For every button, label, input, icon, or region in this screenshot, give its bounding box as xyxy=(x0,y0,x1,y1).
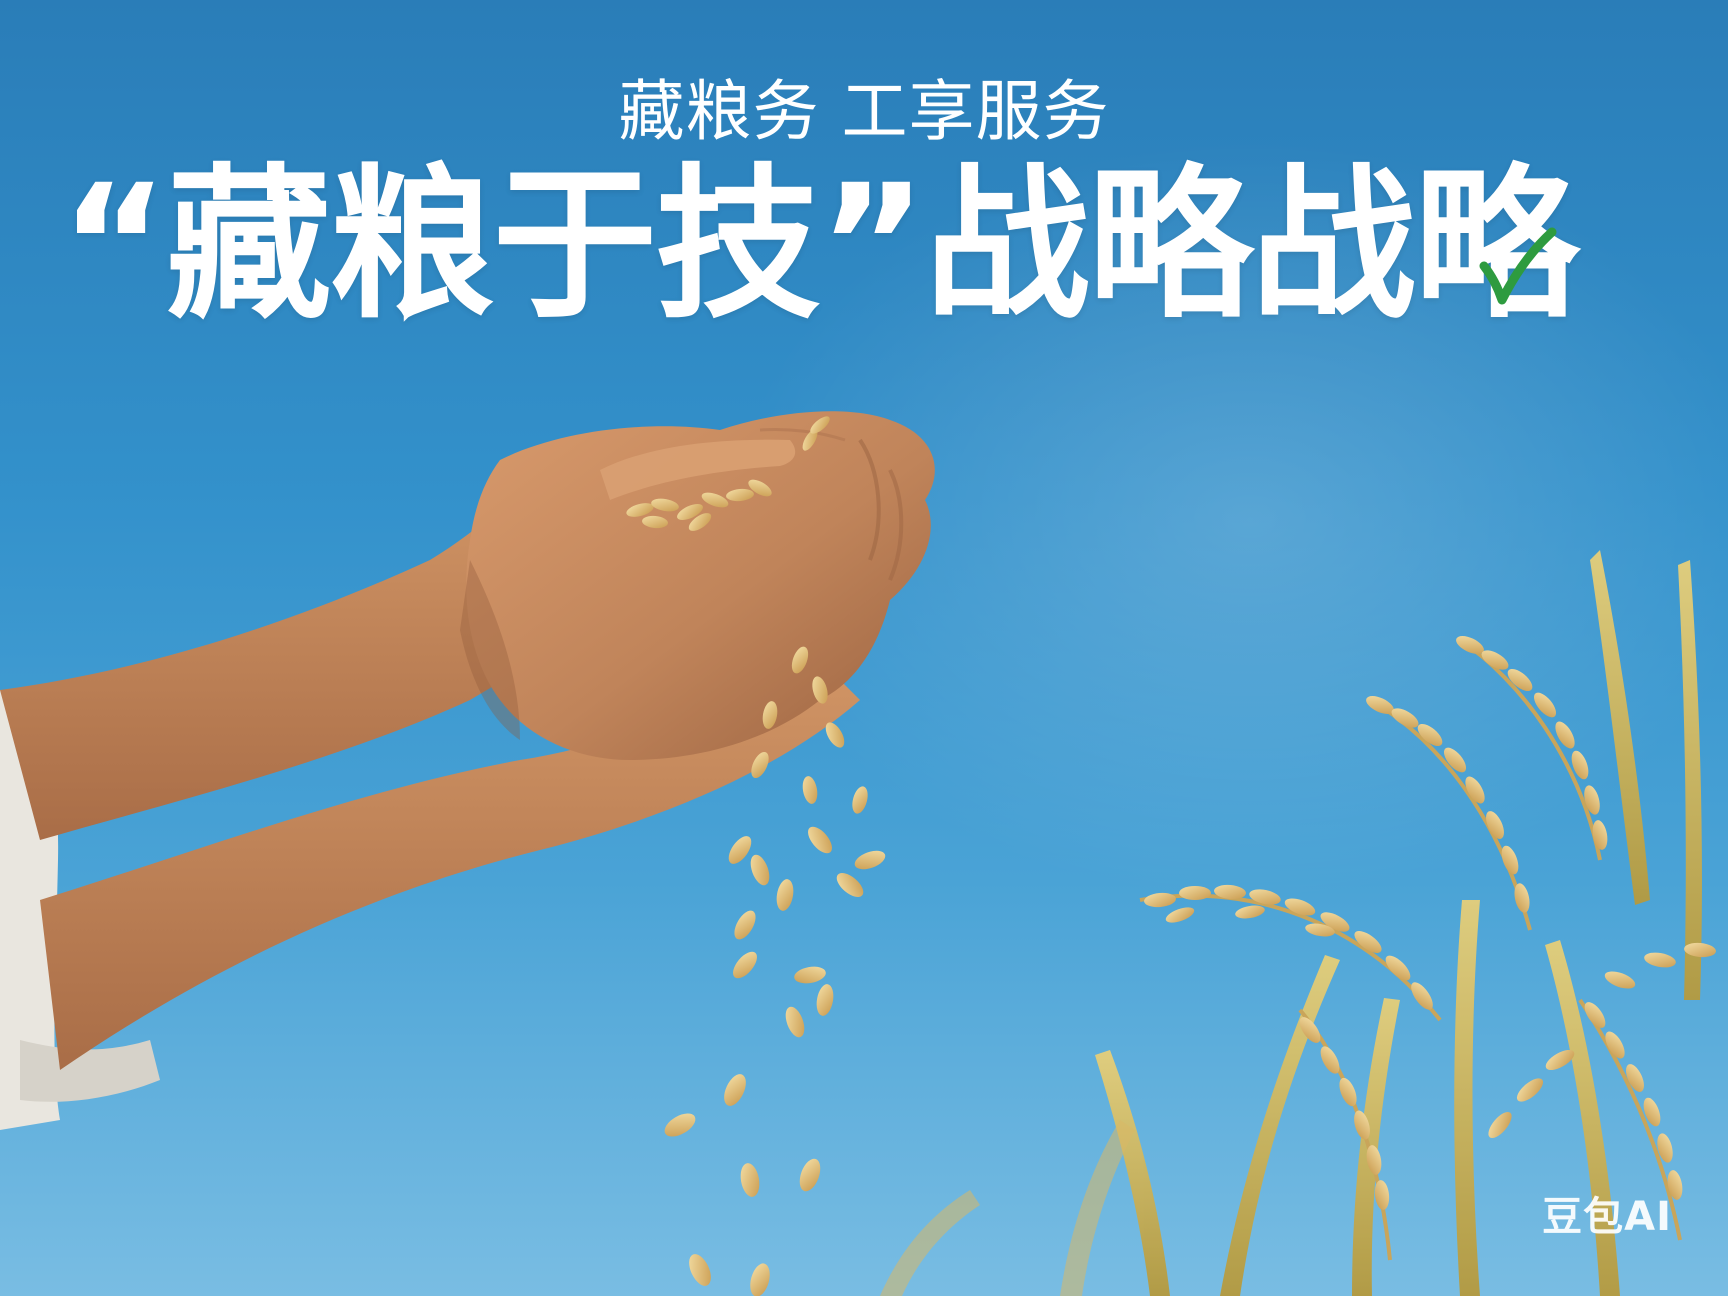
watermark: 豆包AI xyxy=(1542,1194,1672,1240)
hand xyxy=(466,411,935,760)
poster-headline: “藏粮于技”战略战略 xyxy=(60,149,1579,341)
rice-panicles xyxy=(1144,636,1716,1210)
check-mark-icon xyxy=(1479,227,1557,305)
palm-grains xyxy=(626,416,830,531)
poster-subtitle: 藏粮务 工享服务 xyxy=(618,73,1110,150)
falling-grains xyxy=(664,646,886,1296)
rice-leaves xyxy=(1095,550,1702,1296)
